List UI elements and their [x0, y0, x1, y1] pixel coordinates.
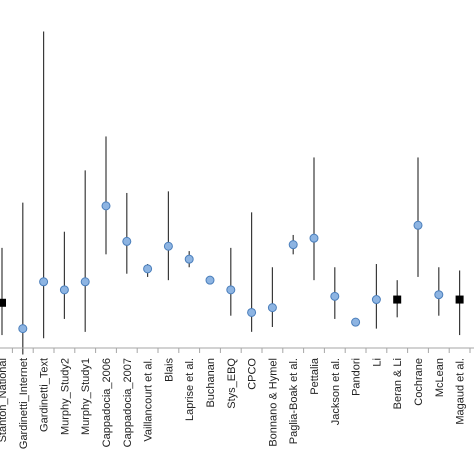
point-marker-square [0, 298, 6, 307]
x-tick-label: Bonnano & Hymel [267, 358, 279, 447]
point-marker-circle [226, 285, 236, 295]
point-marker-circle [330, 291, 340, 301]
point-marker-circle [413, 220, 423, 230]
point-marker-circle [247, 307, 257, 317]
point-marker-circle [39, 277, 49, 287]
x-tick-label: Stys_EBQ [226, 358, 238, 409]
point-marker-circle [18, 324, 28, 334]
x-tick-label: Gardinetti_Text [39, 358, 51, 432]
point-marker-circle [101, 201, 111, 211]
point-marker-circle [122, 236, 132, 246]
point-marker-square [393, 295, 402, 304]
point-marker-circle [371, 295, 381, 305]
point-marker-circle [351, 317, 361, 327]
point-marker-circle [80, 277, 90, 287]
x-tick-label: Gardinetti_Internet [18, 358, 30, 449]
x-tick-label: Pettalia [309, 357, 321, 395]
point-marker-circle [267, 303, 277, 313]
x-tick-label: Cappadocia_2006 [101, 358, 113, 447]
x-tick-label: Buchanan [205, 358, 217, 408]
x-axis-ticks [11, 348, 471, 353]
point-marker-circle [434, 290, 444, 300]
x-tick-label: Stanton_National [0, 358, 9, 442]
x-tick-label: Murphy_Study1 [80, 358, 92, 435]
point-marker-circle [59, 285, 69, 295]
x-tick-label: Cochrane [413, 358, 425, 406]
x-tick-label: Jackson et al. [330, 358, 342, 425]
x-tick-label: CPCO [247, 358, 259, 390]
x-tick-label: Vaillancourt et al. [143, 358, 155, 442]
point-marker-circle [288, 240, 298, 250]
x-tick-label: Beran & Li [392, 358, 404, 409]
point-marker-circle [205, 275, 215, 285]
point-marker-circle [143, 264, 153, 274]
x-axis-tick-labels: Stanton_National Gardinetti_Internet Gardi… [0, 357, 467, 449]
point-marker-circle [163, 241, 173, 251]
x-tick-label: Paglia-Boak et al. [288, 358, 300, 444]
x-tick-label: Li [371, 358, 383, 367]
x-tick-label: Magaud et al. [455, 358, 467, 425]
x-tick-label: Murphy_Study2 [59, 358, 71, 435]
point-marker-square [455, 295, 464, 304]
point-marker-group [0, 201, 464, 334]
x-tick-label: Blais [163, 358, 175, 382]
error-bar-group [1, 31, 461, 355]
x-tick-label: McLean [434, 358, 446, 397]
x-tick-label: Cappadocia_2007 [122, 358, 134, 447]
point-marker-circle [184, 254, 194, 264]
x-tick-label: Laprise et al. [184, 358, 196, 421]
x-tick-label: Pandori [351, 358, 363, 396]
point-marker-circle [309, 233, 319, 243]
